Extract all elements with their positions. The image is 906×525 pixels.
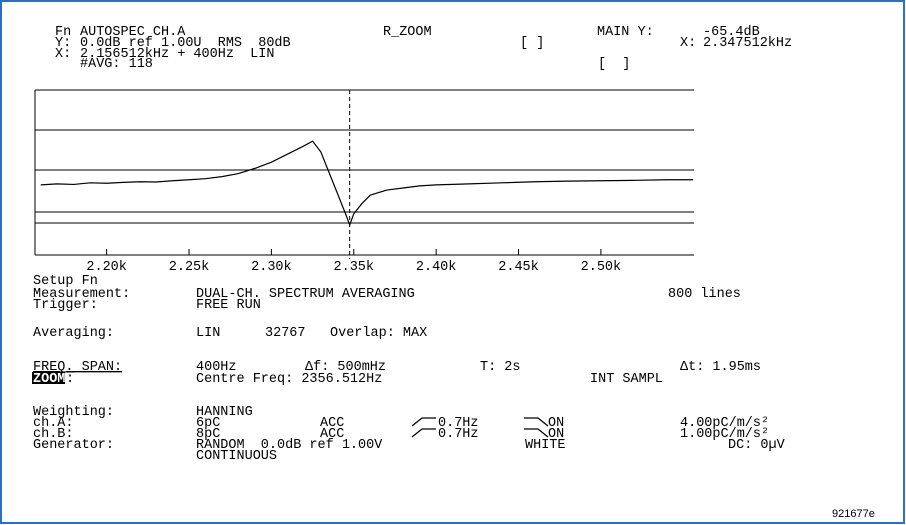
setup-text: 4.00pC/m/s² xyxy=(680,416,769,431)
x-tick-label: 2.25k xyxy=(169,260,210,275)
setup-text: RANDOM 0.0dB ref 1.00V xyxy=(196,438,383,453)
setup-text: 0.7Hz xyxy=(438,427,479,442)
setup-text: 800 lines xyxy=(668,287,741,302)
setup-text: ON xyxy=(548,416,564,431)
setup-text: WHITE xyxy=(525,438,566,453)
x-tick-label: 2.40k xyxy=(416,260,457,275)
setup-text: FREE RUN xyxy=(196,298,261,313)
header-text: 0.0dB ref 1.00U RMS 80dB xyxy=(80,36,291,51)
setup-text: Measurement: xyxy=(33,287,130,302)
lowpass-icon xyxy=(524,428,549,438)
header-text: X: xyxy=(680,36,696,51)
setup-text: LIN xyxy=(196,326,220,341)
header-text: AUTOSPEC CH.A xyxy=(80,25,186,40)
header-text: -65.4dB xyxy=(703,25,760,40)
setup-text: : xyxy=(66,372,74,387)
setup-text: 0.7Hz xyxy=(438,416,479,431)
highpass-icon xyxy=(411,417,436,427)
header-text: X: xyxy=(55,47,71,62)
setup-text: ch.A: xyxy=(33,416,74,431)
header-text: Fn xyxy=(55,25,71,40)
setup-text: Δt: 1.95ms xyxy=(680,360,761,375)
header-text: 2.156512kHz + 400Hz LIN xyxy=(80,47,274,62)
setup-text: 1.00pC/m/s² xyxy=(680,427,769,442)
setup-field-selected[interactable]: ZOOM xyxy=(33,372,65,387)
setup-text: Δf: 500mHz xyxy=(305,360,386,375)
header-text: [ ] xyxy=(520,36,544,51)
setup-text: DC: 0µV xyxy=(728,438,786,453)
header-text: [ ] xyxy=(598,57,630,72)
x-tick-label: 2.50k xyxy=(581,260,622,275)
setup-text: ON xyxy=(548,427,564,442)
setup-text: 32767 xyxy=(265,326,306,341)
header-text: MAIN Y: xyxy=(597,25,654,40)
spectrum-trace xyxy=(40,140,694,227)
highpass-icon xyxy=(411,428,436,438)
setup-text: T: 2s xyxy=(480,360,521,375)
x-tick-label: 2.35k xyxy=(334,260,375,275)
figure-id: 921677e xyxy=(832,508,875,520)
x-tick-label: 2.30k xyxy=(251,260,292,275)
setup-text: DUAL-CH. SPECTRUM AVERAGING xyxy=(196,287,415,302)
setup-text: INT SAMPL xyxy=(590,372,663,387)
setup-text: 400Hz xyxy=(196,360,237,375)
plot xyxy=(34,89,694,256)
x-tick-label: 2.20k xyxy=(86,260,127,275)
setup-text: CONTINUOUS xyxy=(196,449,277,464)
header-text: 2.347512kHz xyxy=(703,36,792,51)
setup-text: Overlap: MAX xyxy=(330,326,427,341)
setup-text: ACC xyxy=(320,427,344,442)
setup-text: Setup Fn xyxy=(33,274,98,289)
setup-text: Averaging: xyxy=(33,326,114,341)
setup-text: Generator: xyxy=(33,438,114,453)
header-text: R_ZOOM xyxy=(383,25,432,40)
setup-text: ACC xyxy=(320,416,344,431)
setup-text: 8pC xyxy=(196,427,220,442)
setup-field[interactable]: FREQ. SPAN: xyxy=(33,360,122,375)
setup-text: HANNING xyxy=(196,405,253,420)
selection-highlight xyxy=(32,372,65,384)
lowpass-icon xyxy=(524,417,549,427)
setup-text: Centre Freq: 2356.512Hz xyxy=(196,372,382,387)
setup-text: Weighting: xyxy=(33,405,114,420)
x-tick-label: 2.45k xyxy=(498,260,539,275)
header-text: Y: xyxy=(55,36,71,51)
header-text: #AVG: 118 xyxy=(80,57,153,72)
setup-text: Trigger: xyxy=(33,298,98,313)
setup-text: ch.B: xyxy=(33,427,74,442)
setup-text: 6pC xyxy=(196,416,220,431)
